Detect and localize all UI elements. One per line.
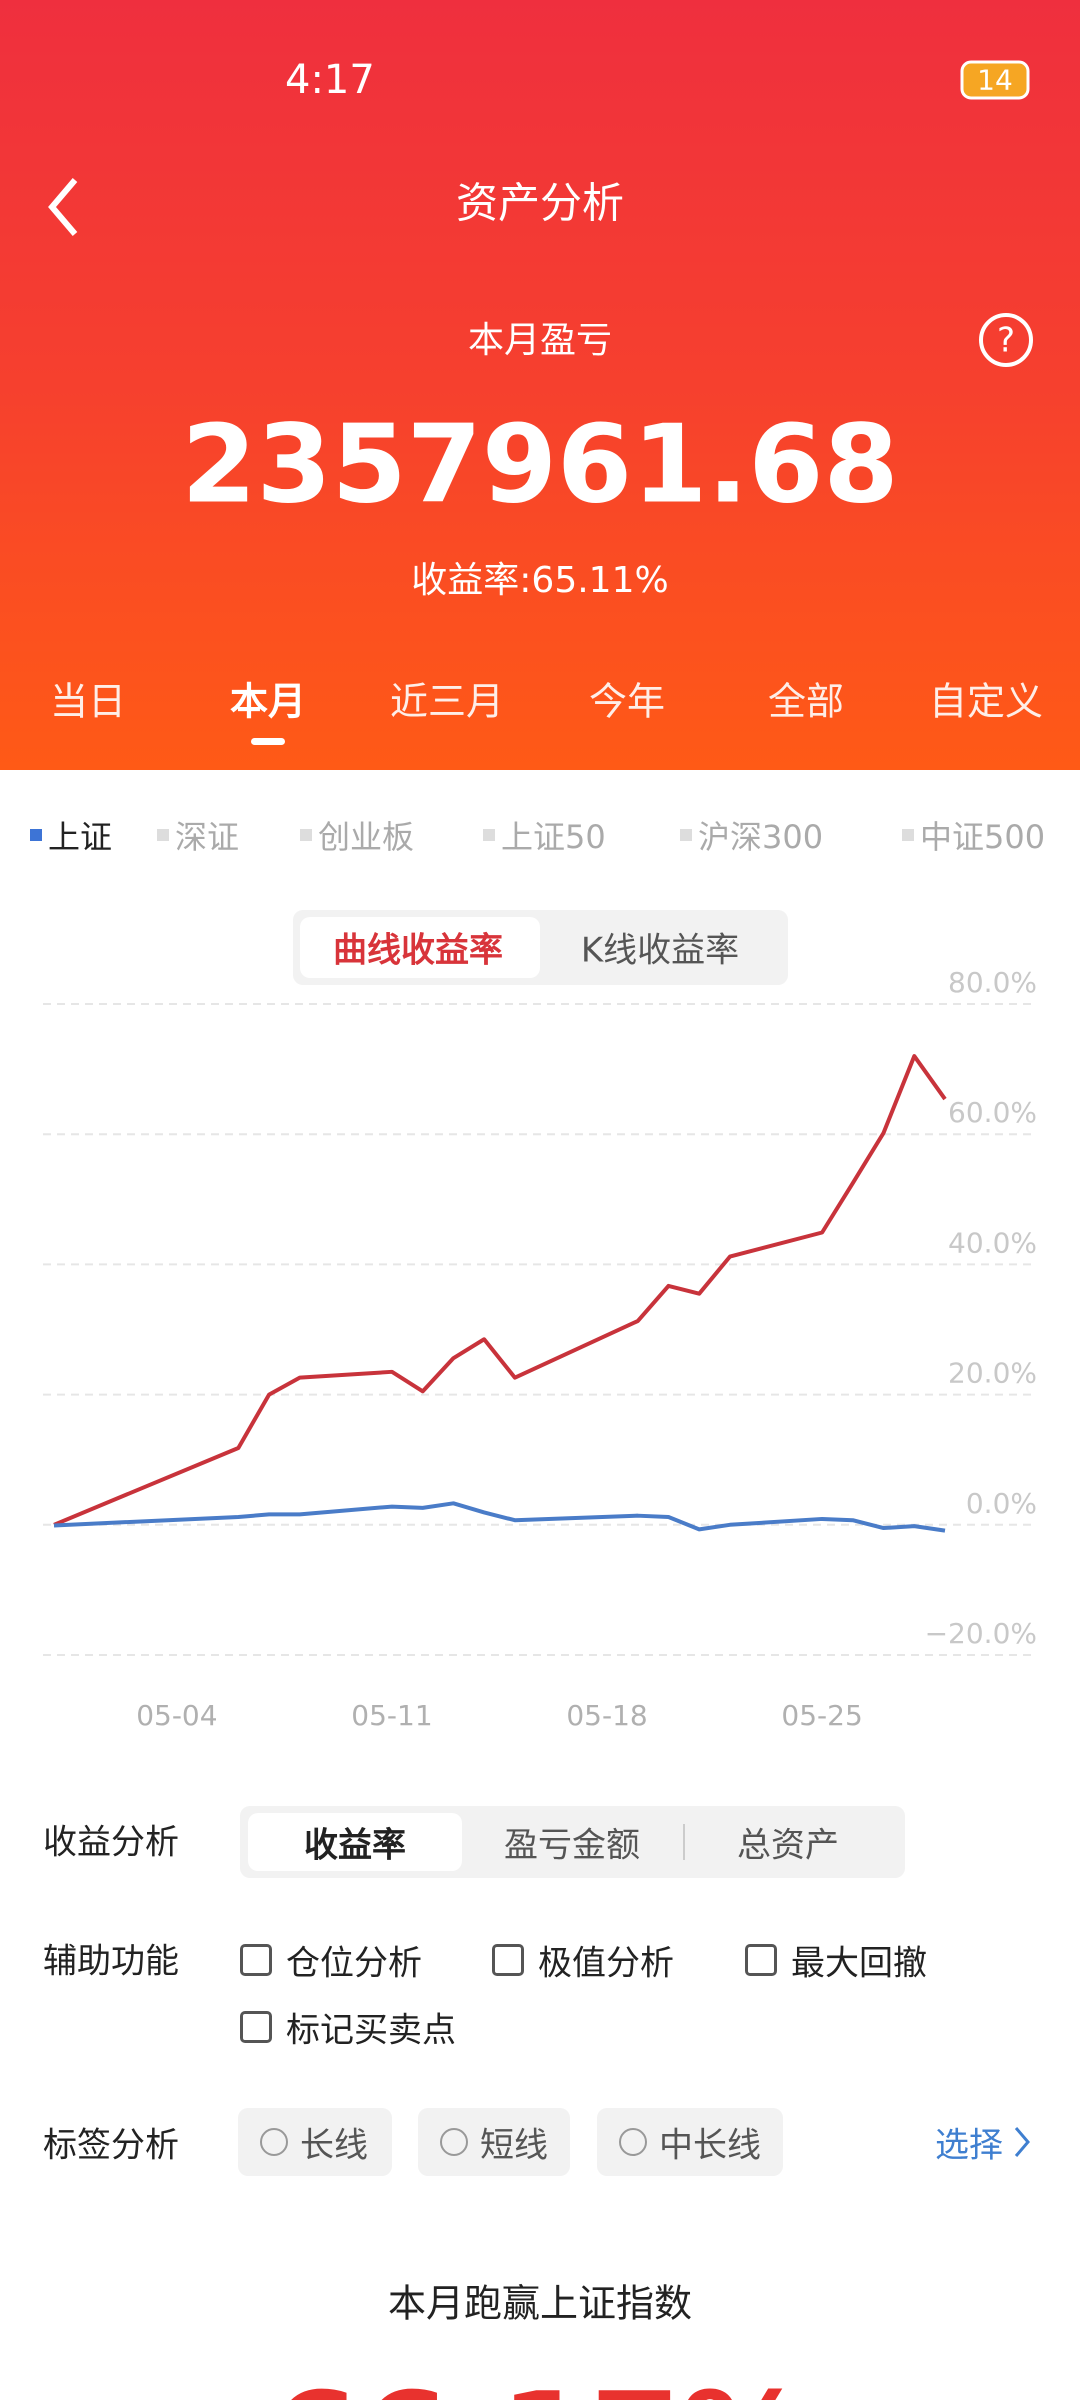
analysis-active — [248, 1813, 462, 1871]
battery-icon — [960, 60, 1030, 100]
index-tab-marker — [483, 829, 495, 841]
aux-option[interactable]: 仓位分析 — [286, 1943, 422, 1984]
aux-option[interactable]: 极值分析 — [538, 1943, 674, 1984]
chart-toggle-item[interactable]: K线收益率 — [580, 930, 740, 971]
y-tick-label: −20.0% — [925, 1617, 1037, 1650]
page-title: 资产分析 — [455, 178, 625, 228]
analysis-option[interactable]: 收益率 — [304, 1825, 406, 1866]
y-tick-label: 60.0% — [948, 1096, 1037, 1129]
battery-level: 14 — [977, 63, 1013, 97]
series-line — [53, 1501, 946, 1533]
chart-toggle-item[interactable]: 曲线收益率 — [333, 930, 503, 971]
y-tick-label: 20.0% — [948, 1357, 1037, 1390]
period-tab[interactable]: 本月 — [229, 679, 307, 724]
index-tab-marker — [902, 829, 914, 841]
period-tab[interactable]: 全部 — [767, 679, 845, 724]
x-tick-label: 05-18 — [566, 1699, 647, 1732]
footer-value: 66.17% — [269, 2364, 810, 2400]
summary-label: 本月盈亏 — [467, 320, 613, 361]
period-tab[interactable]: 当日 — [49, 679, 127, 724]
series-line — [53, 1054, 947, 1527]
aux-option[interactable]: 最大回撤 — [791, 1943, 927, 1984]
y-tick-label: 40.0% — [948, 1226, 1037, 1259]
chart-toggle-active — [300, 917, 540, 978]
analysis-option[interactable]: 总资产 — [737, 1825, 839, 1866]
active-underline — [251, 738, 285, 745]
index-tab[interactable]: 上证50 — [501, 818, 606, 856]
index-tab[interactable]: 上证 — [48, 818, 113, 856]
time: 4:17 — [285, 57, 375, 103]
tag-option[interactable]: 长线 — [300, 2125, 368, 2166]
aux-option[interactable]: 标记买卖点 — [286, 2010, 456, 2051]
help-icon[interactable] — [979, 313, 1033, 367]
chevron — [1014, 2127, 1030, 2157]
header-background — [0, 0, 1080, 770]
index-tab-marker — [30, 829, 42, 841]
period-tab[interactable]: 今年 — [588, 679, 666, 724]
analysis-option[interactable]: 盈亏金额 — [504, 1825, 640, 1866]
index-tab-marker — [300, 829, 312, 841]
index-tab[interactable]: 中证500 — [920, 818, 1046, 856]
y-tick-label: 80.0% — [948, 966, 1037, 999]
x-tick-label: 05-11 — [351, 1699, 432, 1732]
tags-label: 标签分析 — [43, 2125, 179, 2166]
checkbox[interactable] — [745, 1944, 777, 1976]
tags-more[interactable]: 选择 — [935, 2125, 1003, 2166]
radio — [619, 2128, 647, 2156]
segment-divider — [683, 1824, 685, 1860]
period-tab[interactable]: 自定义 — [928, 679, 1044, 724]
x-tick-label: 05-04 — [136, 1699, 217, 1732]
period-tab[interactable]: 近三月 — [389, 679, 505, 724]
aux-label: 辅助功能 — [43, 1941, 179, 1982]
footer-title: 本月跑赢上证指数 — [387, 2281, 693, 2326]
index-tab[interactable]: 深证 — [175, 818, 240, 856]
index-tab[interactable]: 创业板 — [318, 818, 415, 856]
index-tab[interactable]: 沪深300 — [698, 818, 824, 856]
tag-option[interactable]: 短线 — [480, 2125, 548, 2166]
header-icons: ? — [48, 60, 1033, 367]
help-mark: ? — [997, 321, 1015, 361]
back-arrow[interactable] — [48, 178, 78, 236]
checkbox[interactable] — [240, 1944, 272, 1976]
tag-option[interactable]: 中长线 — [659, 2125, 761, 2166]
x-tick-label: 05-25 — [781, 1699, 862, 1732]
analysis-label: 收益分析 — [43, 1822, 179, 1863]
chart: −20.0% 0.0% 20.0% 40.0% 60.0% 80.0% 05-04 05-11… — [43, 966, 1037, 1732]
checkbox[interactable] — [240, 2011, 272, 2043]
index-tab-marker — [680, 829, 692, 841]
summary-amount: 2357961.68 — [181, 402, 899, 528]
radio — [440, 2128, 468, 2156]
index-tab-marker — [157, 829, 169, 841]
checkbox[interactable] — [492, 1944, 524, 1976]
summary-rate: 收益率:65.11% — [411, 560, 669, 601]
y-tick-label: 0.0% — [966, 1487, 1037, 1520]
radio — [260, 2128, 288, 2156]
